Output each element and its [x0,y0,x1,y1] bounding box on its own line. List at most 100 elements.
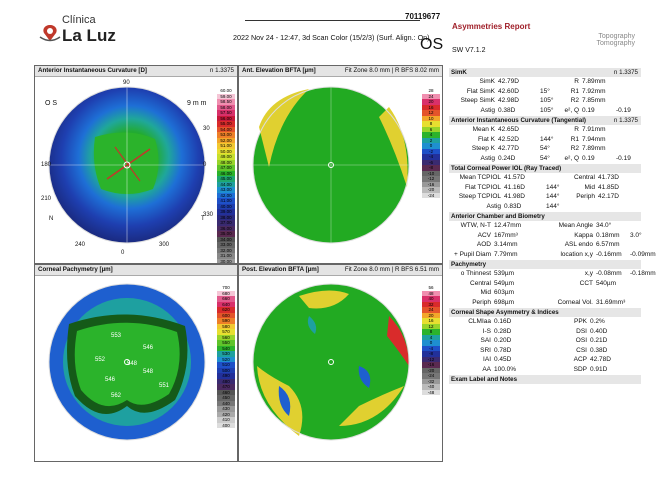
panel-title-text: Corneal Pachymetry [µm] [38,266,113,273]
scale-step: 59.00 [217,93,235,99]
data-cell: OSI [575,337,587,344]
scale-step: 400 [217,422,235,428]
t-label: T [201,216,205,222]
scale-step: 38.00 [217,214,235,220]
pachymetry-map[interactable] [35,276,217,461]
os-label: O S [45,100,58,107]
scale-step: 490 [217,373,235,379]
scale-step: 55.00 [217,121,235,127]
panel-anterior-curvature: Anterior Instantaneous Curvature [D] n 1.… [34,65,238,264]
scale-step: 48 [422,290,440,296]
data-cell: R [574,78,579,85]
panel-anterior-elevation: Ant. Elevation BFTA [µm] Fit Zone 8.0 mm … [238,65,443,264]
data-row: WTW, N-T 12.47mm Mean Angle 34.0° [449,222,639,231]
data-cell: ACP [573,356,587,363]
scale-step: 680 [217,290,235,296]
scale-step: 58.00 [217,104,235,110]
data-cell: Steep K [471,145,495,152]
scale-step: 54.00 [217,126,235,132]
data-cell: SDP [573,365,587,373]
scale-step: 470 [217,384,235,390]
data-cell: Mean K [472,126,495,133]
data-row: SimK 42.79D R 7.89mm [449,78,639,87]
scale-step: 0 [422,340,440,346]
scale-step: 640 [217,301,235,307]
scale-step: 600 [217,312,235,318]
clinic-name-line2: La Luz [62,26,116,45]
anterior-elevation-map[interactable] [239,77,421,263]
scale-step: 540 [217,345,235,351]
software-version: SW V7.1.2 [452,47,486,54]
data-cell: SimK [479,78,495,85]
data-cell: Mid [480,289,491,296]
data-cell: 7.79mm [494,250,518,258]
data-cell: 54° [540,154,550,162]
data-row: Periph 698µm Corneal Vol. 31.69mm³ [449,299,639,308]
scale-step: 10 [422,115,440,121]
panel-title-right: Fit Zone 8.0 mm | R BFS 8.02 mm [344,67,439,74]
scale-step: 28 [422,88,440,94]
scale-step: 46.00 [217,170,235,176]
scale-step: 43.00 [217,187,235,193]
data-cell: PPK [573,318,587,325]
pachy-val: 551 [159,383,170,389]
scale-step: 410 [217,417,235,423]
scale-step: 35.00 [217,231,235,237]
pachy-val: 548 [127,361,138,367]
scan-info: 2022 Nov 24 - 12:47, 3d Scan Color (15/2… [233,33,430,42]
data-row: Astig 0.24D 54° e², Q 0.19 -0.19 [449,155,639,164]
data-row: SRI 0.78D CSI 0.38D [449,347,639,356]
data-cell: 7.94mm [582,135,606,143]
section-title: SimK [451,69,467,76]
pachy-val: 548 [143,369,154,375]
data-cell: Central [470,279,491,287]
scale-step: 590 [217,318,235,324]
curvature-map[interactable] [35,77,217,263]
pachy-val: 546 [143,345,154,351]
scale-step: 36.00 [217,225,235,231]
center-mark [124,359,130,365]
section-title: Corneal Shape Asymmetry & Indices [451,309,559,316]
data-row: Flat K 42.52D 144° R1 7.94mm [449,136,639,145]
scale-step: -6 [422,159,440,165]
scale-step: -12 [422,356,440,362]
scale-step: -12 [422,176,440,182]
data-cell: 7.89mm [582,78,606,85]
pachy-val: 562 [111,393,122,399]
post-disc [253,284,409,440]
data-cell: AA [482,365,491,373]
posterior-elevation-map[interactable] [239,276,421,461]
scale-step: -4 [422,345,440,351]
panel-title-text: Post. Elevation BFTA [µm] [242,266,319,273]
data-cell: AOD [476,241,491,248]
deg-0: 0 [203,162,207,168]
data-cell: 0.2% [590,318,605,325]
data-row: CLMIaa 0.16D PPK 0.2% [449,318,639,327]
data-cell: 0.91D [590,365,608,373]
data-cell: -0.19 [616,154,631,162]
brand-line-2: Tomography [596,40,635,47]
scale-step: 45.00 [217,176,235,182]
report-title: Asymmetries Report [452,22,531,31]
scale-step: 56.00 [217,115,235,121]
reference-ring [252,283,410,441]
scale-step: 42.00 [217,192,235,198]
data-cell: CCT [579,279,593,287]
scale-step: 520 [217,356,235,362]
section-title: Exam Label and Notes [451,376,518,383]
scale-step: 480 [217,378,235,384]
mm-label: 9 m m [187,100,207,107]
data-column: SimK n 1.3375 SimK 42.79D R 7.89mm Flat SimK 42… [449,60,656,480]
scale-step: 51.00 [217,143,235,149]
data-row: Astig 0.83D 144° [449,203,639,212]
scale-step: 32.00 [217,247,235,253]
data-cell: 3.14mm [494,241,518,248]
deg-210: 210 [41,196,52,202]
scale-step: -40 [422,384,440,390]
data-cell: 6.57mm [596,241,620,248]
scale-step: 32 [422,301,440,307]
post-blue-2 [358,366,371,388]
post-elevation-color-scale: 56 48 40 32 24 20 16 12 8 4 0 -4 -8 -12 -16 -20 -24 -32 -4… [422,285,440,395]
center-mark [123,161,131,169]
scale-step: 0 [422,143,440,149]
